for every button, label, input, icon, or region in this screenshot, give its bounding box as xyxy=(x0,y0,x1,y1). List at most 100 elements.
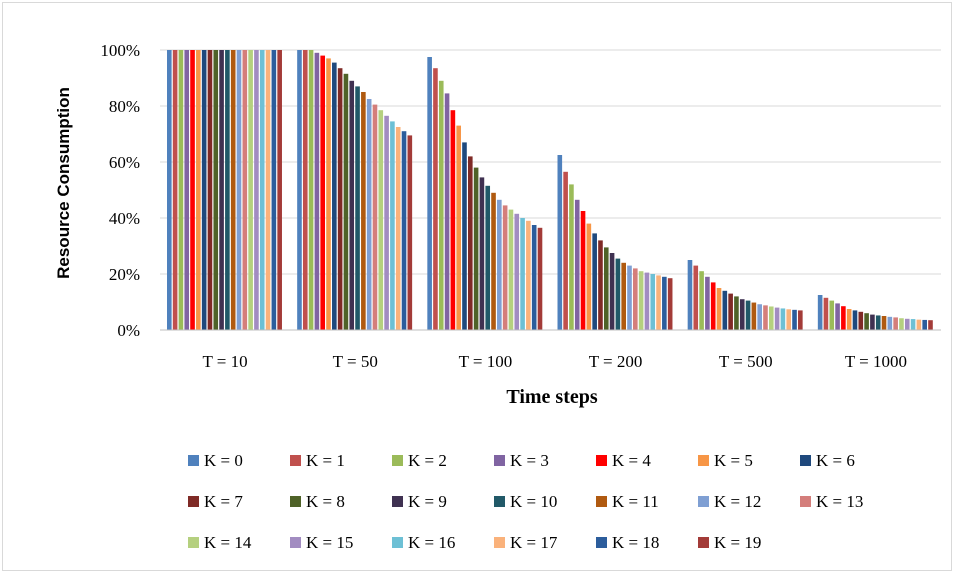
bar xyxy=(349,80,355,330)
legend-label: K = 11 xyxy=(612,492,659,511)
legend-swatch xyxy=(596,537,607,548)
bar xyxy=(627,265,632,330)
legend-label: K = 9 xyxy=(408,492,447,511)
bar xyxy=(792,309,797,330)
bar xyxy=(225,50,230,330)
bar xyxy=(870,314,875,330)
legend-swatch xyxy=(698,496,709,507)
legend-item: K = 3 xyxy=(494,451,549,470)
legend-label: K = 5 xyxy=(714,451,753,470)
legend-swatch xyxy=(290,496,301,507)
bar xyxy=(502,205,508,330)
bar xyxy=(928,320,933,330)
legend-item: K = 7 xyxy=(188,492,243,511)
bar xyxy=(427,57,432,330)
legend-swatch xyxy=(290,537,301,548)
bar xyxy=(479,177,485,330)
bar xyxy=(407,135,413,330)
x-tick-label: T = 50 xyxy=(333,352,378,371)
bar xyxy=(332,62,337,330)
bar xyxy=(881,316,887,330)
bar xyxy=(167,50,172,330)
legend-label: K = 0 xyxy=(204,451,243,470)
bar xyxy=(716,288,722,330)
bar xyxy=(366,99,372,330)
bar xyxy=(196,50,201,330)
bar xyxy=(372,104,378,330)
legend-swatch xyxy=(392,496,403,507)
bar xyxy=(899,318,904,330)
legend-swatch xyxy=(188,455,199,466)
bar xyxy=(569,184,574,330)
bar xyxy=(656,275,661,330)
legend-item: K = 8 xyxy=(290,492,345,511)
legend-swatch xyxy=(698,455,709,466)
y-tick-label: 40% xyxy=(109,209,140,228)
legend-label: K = 1 xyxy=(306,451,345,470)
bar xyxy=(751,302,757,330)
bar xyxy=(667,278,673,330)
bars xyxy=(167,50,933,331)
legend-swatch xyxy=(494,496,505,507)
bar xyxy=(687,260,693,330)
legend-item: K = 18 xyxy=(596,533,659,552)
bar xyxy=(638,271,644,330)
bar xyxy=(456,125,461,330)
legend-label: K = 15 xyxy=(306,533,353,552)
y-tick-label: 100% xyxy=(100,41,140,60)
bar xyxy=(722,290,728,330)
bar xyxy=(531,225,537,330)
bar xyxy=(598,240,603,330)
x-tick-label: T = 100 xyxy=(459,352,513,371)
bar xyxy=(390,121,395,331)
bar xyxy=(236,50,242,330)
bar xyxy=(184,50,190,330)
bar xyxy=(798,310,803,330)
legend-item: K = 10 xyxy=(494,492,557,511)
bar xyxy=(693,265,699,330)
bar xyxy=(178,50,184,330)
bar xyxy=(916,319,922,330)
bar xyxy=(297,50,302,330)
bar xyxy=(887,316,893,330)
legend-label: K = 2 xyxy=(408,451,447,470)
legend-swatch xyxy=(596,496,607,507)
bar xyxy=(444,93,450,331)
bar xyxy=(786,309,792,330)
bar xyxy=(508,209,514,330)
legend-item: K = 5 xyxy=(698,451,753,470)
bar xyxy=(774,307,780,330)
axes: 0% 20% 40% 60% 80% 100% T = 10 T = 50 T = 100 T =… xyxy=(100,41,941,371)
bar xyxy=(401,131,407,330)
bar xyxy=(450,110,456,330)
bar xyxy=(875,315,881,330)
bar xyxy=(520,218,525,330)
bar xyxy=(633,268,638,330)
bar xyxy=(710,282,716,330)
legend-swatch xyxy=(188,537,199,548)
bar xyxy=(395,127,401,330)
bar xyxy=(586,223,592,330)
bar xyxy=(609,253,615,330)
bar xyxy=(438,80,444,330)
bar xyxy=(201,50,207,330)
bar xyxy=(763,305,768,330)
bar xyxy=(271,50,277,330)
bar xyxy=(621,262,626,330)
legend-label: K = 8 xyxy=(306,492,345,511)
bar xyxy=(462,142,467,330)
bar xyxy=(662,276,667,330)
bar xyxy=(355,86,360,331)
bar xyxy=(699,271,704,330)
x-tick-label: T = 1000 xyxy=(845,352,907,371)
bar xyxy=(314,52,320,331)
bar xyxy=(846,309,852,330)
legend: K = 0 K = 1 K = 2 K = 3 K = 4 K = 5 K = 6 K = 7… xyxy=(188,451,863,552)
legend-swatch xyxy=(188,496,199,507)
bar xyxy=(320,55,326,330)
legend-item: K = 15 xyxy=(290,533,353,552)
bar xyxy=(705,276,710,330)
bar xyxy=(768,306,774,330)
legend-swatch xyxy=(392,455,403,466)
bar xyxy=(841,306,846,330)
